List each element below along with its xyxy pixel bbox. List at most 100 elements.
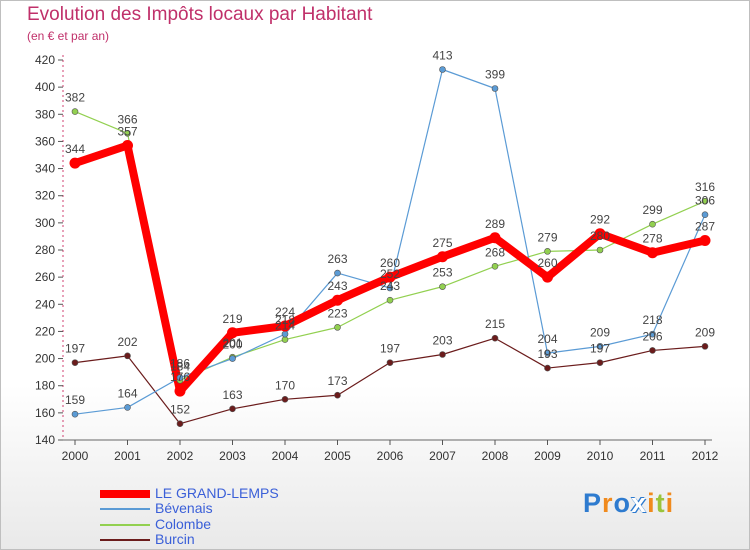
data-label-le-grand-lemps-2001: 357 (117, 125, 137, 139)
proxiti-logo: Proxiti (583, 488, 674, 519)
data-label-burcin-2005: 173 (327, 374, 347, 388)
data-label-le-grand-lemps-2004: 224 (275, 305, 295, 319)
point-burcin-2004 (281, 395, 289, 403)
data-label-le-grand-lemps-2002: 176 (170, 370, 190, 384)
x-tick-label-2008: 2008 (482, 449, 509, 463)
point-burcin-2009 (544, 364, 551, 372)
point-colombe-2000 (71, 108, 79, 115)
data-label-colombe-2010: 280 (590, 229, 610, 243)
x-tick-label-2005: 2005 (324, 449, 351, 463)
data-label-bevenais-2012: 306 (695, 194, 715, 208)
legend-label-le-grand-lemps: LE GRAND-LEMPS (155, 485, 279, 501)
point-bevenais-2009 (544, 349, 551, 357)
point-bevenais-2008 (491, 85, 499, 92)
point-le-grand-lemps-2004 (279, 320, 291, 332)
data-label-le-grand-lemps-2007: 275 (432, 236, 452, 250)
y-tick-label-140: 140 (35, 433, 55, 447)
point-le-grand-lemps-2002 (174, 385, 186, 397)
point-le-grand-lemps-2000 (69, 157, 81, 169)
data-label-le-grand-lemps-2003: 219 (222, 312, 242, 326)
point-burcin-2010 (596, 359, 604, 366)
y-tick-label-420: 420 (35, 53, 55, 67)
point-le-grand-lemps-2010 (594, 228, 606, 240)
data-label-colombe-2000: 382 (65, 91, 85, 105)
logo-letter: i (647, 488, 656, 518)
point-bevenais-2001 (124, 404, 131, 411)
point-bevenais-2007 (439, 66, 446, 73)
point-burcin-2007 (439, 351, 446, 358)
point-bevenais-2005 (334, 269, 341, 277)
point-bevenais-2003 (229, 355, 236, 362)
data-label-burcin-2006: 197 (380, 342, 400, 356)
data-label-le-grand-lemps-2010: 292 (590, 213, 610, 227)
chart-subtitle: (en € et par an) (27, 29, 110, 43)
data-label-bevenais-2001: 164 (117, 386, 137, 400)
data-label-bevenais-2010: 209 (590, 325, 610, 339)
point-le-grand-lemps-2006 (384, 271, 396, 283)
point-bevenais-2011 (649, 330, 656, 338)
data-label-burcin-2002: 152 (170, 403, 190, 417)
data-label-burcin-2009: 193 (537, 347, 557, 361)
y-tick-label-220: 220 (35, 324, 55, 338)
x-tick-label-2011: 2011 (640, 449, 666, 463)
logo-letter: x (631, 488, 648, 518)
data-label-burcin-2004: 170 (275, 378, 295, 392)
point-bevenais-2006 (386, 284, 394, 292)
y-tick-label-280: 280 (35, 243, 55, 257)
x-tick-label-2007: 2007 (429, 449, 456, 463)
point-burcin-2012 (701, 343, 709, 350)
y-tick-label-360: 360 (35, 134, 55, 148)
data-label-bevenais-2011: 218 (642, 313, 662, 327)
x-tick-label-2009: 2009 (534, 449, 561, 463)
data-label-bevenais-2008: 399 (485, 68, 505, 82)
logo-letter: t (655, 488, 666, 518)
logo-letter: i (665, 488, 675, 518)
point-colombe-2007 (439, 283, 446, 290)
x-tick-label-2006: 2006 (377, 449, 404, 463)
point-le-grand-lemps-2007 (437, 251, 448, 263)
x-tick-label-2010: 2010 (587, 449, 614, 463)
data-label-colombe-2006: 243 (380, 279, 400, 293)
logo-letter: P (583, 488, 603, 518)
y-tick-label-240: 240 (35, 297, 55, 311)
point-colombe-2010 (596, 246, 604, 254)
data-label-bevenais-2007: 413 (432, 49, 452, 63)
point-le-grand-lemps-2012 (699, 235, 711, 246)
point-le-grand-lemps-2008 (489, 232, 501, 244)
point-le-grand-lemps-2001 (122, 140, 133, 151)
chart-title: Evolution des Impôts locaux par Habitant (27, 4, 373, 25)
data-label-colombe-2011: 299 (642, 203, 662, 217)
point-colombe-2009 (544, 248, 551, 255)
point-le-grand-lemps-2005 (332, 294, 343, 306)
point-bevenais-2002 (176, 374, 184, 381)
data-label-colombe-2005: 223 (327, 306, 347, 320)
x-tick-label-2001: 2001 (114, 449, 141, 463)
point-burcin-2011 (649, 347, 656, 354)
x-tick-label-2003: 2003 (219, 449, 246, 463)
point-le-grand-lemps-2009 (542, 271, 553, 283)
x-tick-label-2012: 2012 (692, 449, 719, 463)
data-label-colombe-2001: 366 (117, 112, 137, 126)
data-label-le-grand-lemps-2008: 289 (485, 217, 505, 231)
point-burcin-2001 (124, 352, 131, 360)
data-labels: 344 357 176 219 224 243 260 275 289 260 292 278 287 1… (65, 49, 715, 417)
point-burcin-2006 (386, 359, 394, 366)
data-label-colombe-2007: 253 (432, 266, 452, 280)
data-label-le-grand-lemps-2012: 287 (695, 220, 715, 234)
data-label-bevenais-2006: 252 (380, 267, 400, 281)
point-le-grand-lemps-2003 (227, 327, 238, 339)
data-label-bevenais-2005: 263 (327, 252, 347, 266)
data-label-colombe-2004: 214 (275, 319, 295, 333)
series-points (69, 66, 711, 428)
legend-label-colombe: Colombe (155, 516, 212, 532)
y-tick-label-340: 340 (35, 162, 55, 176)
data-label-bevenais-2000: 159 (65, 393, 85, 407)
x-tick-label-2002: 2002 (167, 449, 194, 463)
y-tick-label-380: 380 (35, 107, 55, 121)
point-burcin-2003 (229, 405, 236, 413)
point-bevenais-2010 (596, 343, 604, 350)
data-label-le-grand-lemps-2005: 243 (327, 279, 347, 293)
logo-letter: r (602, 488, 614, 518)
